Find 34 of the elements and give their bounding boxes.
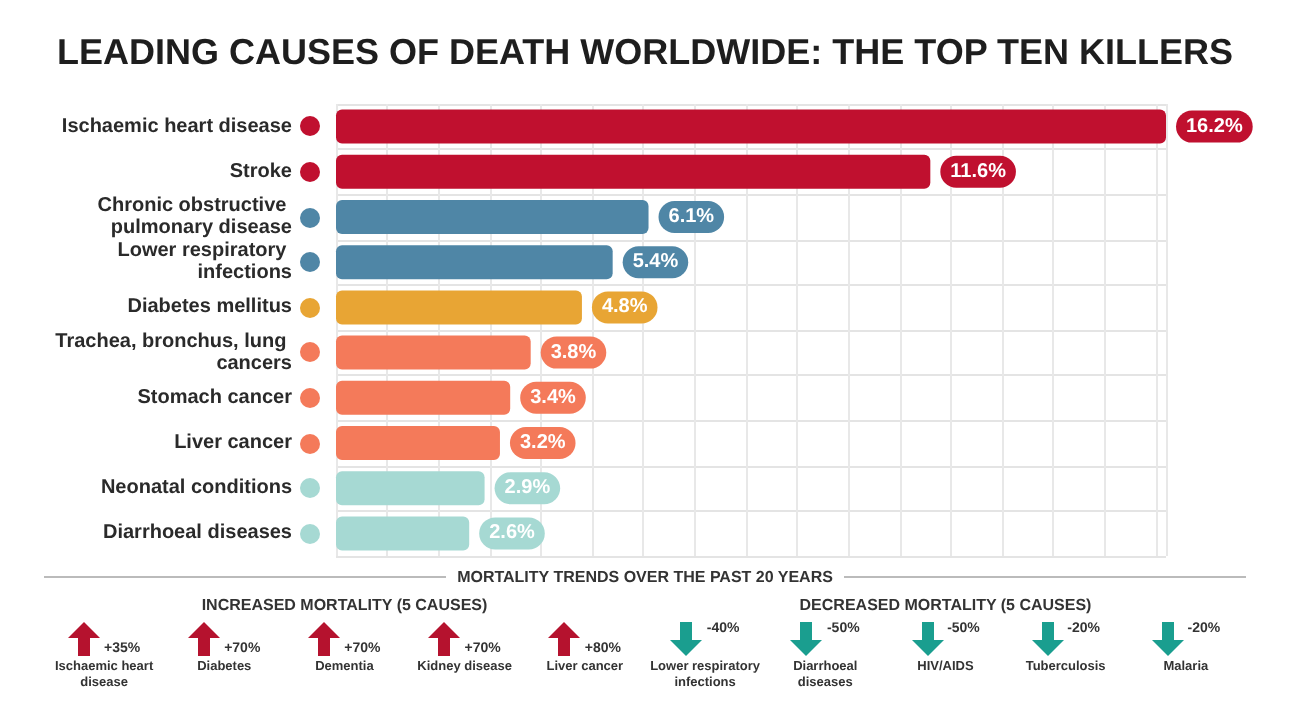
y-tick-label: Chronic obstructive pulmonary disease xyxy=(97,195,293,239)
chart-title: LEADING CAUSES OF DEATH WORLDWIDE: THE TOP TEN KILLERS xyxy=(56,32,1234,72)
bar xyxy=(336,290,582,325)
data-label: 6.1% xyxy=(668,206,715,228)
y-tick-label: Ischaemic heart disease xyxy=(61,115,293,138)
bar xyxy=(336,109,1166,144)
data-label: 5.4% xyxy=(632,251,679,274)
text: INCREASED MORTALITY (5 CAUSES) xyxy=(199,596,490,614)
bar xyxy=(336,471,485,506)
y-tick-label: Lower respiratory infections xyxy=(117,240,293,285)
text: MORTALITY TRENDS OVER THE PAST 20 YEARS xyxy=(455,568,835,586)
y-tick-label: Liver cancer xyxy=(174,432,293,454)
bar xyxy=(336,380,511,415)
bar xyxy=(336,426,500,460)
data-label: 16.2% xyxy=(1186,115,1243,138)
data-label: 3.2% xyxy=(519,432,566,454)
data-label: 2.6% xyxy=(489,522,536,545)
y-tick-label: Diabetes mellitus xyxy=(127,296,293,319)
data-label: 2.9% xyxy=(504,477,551,500)
bar xyxy=(336,335,531,370)
y-tick-label: Trachea, bronchus, lung cancers xyxy=(55,330,293,375)
y-tick-label: Stomach cancer xyxy=(137,386,293,409)
bar xyxy=(336,516,470,551)
data-label: 3.4% xyxy=(530,386,576,409)
y-tick-label: Neonatal conditions xyxy=(100,477,293,500)
data-label: 3.8% xyxy=(550,341,597,364)
bar xyxy=(336,200,649,234)
y-tick-label: Stroke xyxy=(229,160,293,183)
bar xyxy=(336,154,931,189)
data-label: 11.6% xyxy=(950,160,1007,183)
bar xyxy=(336,245,613,280)
data-label: 4.8% xyxy=(601,296,648,319)
y-tick-label: Diarrhoeal diseases xyxy=(103,522,293,545)
text: DECREASED MORTALITY (5 CAUSES) xyxy=(797,596,1094,614)
